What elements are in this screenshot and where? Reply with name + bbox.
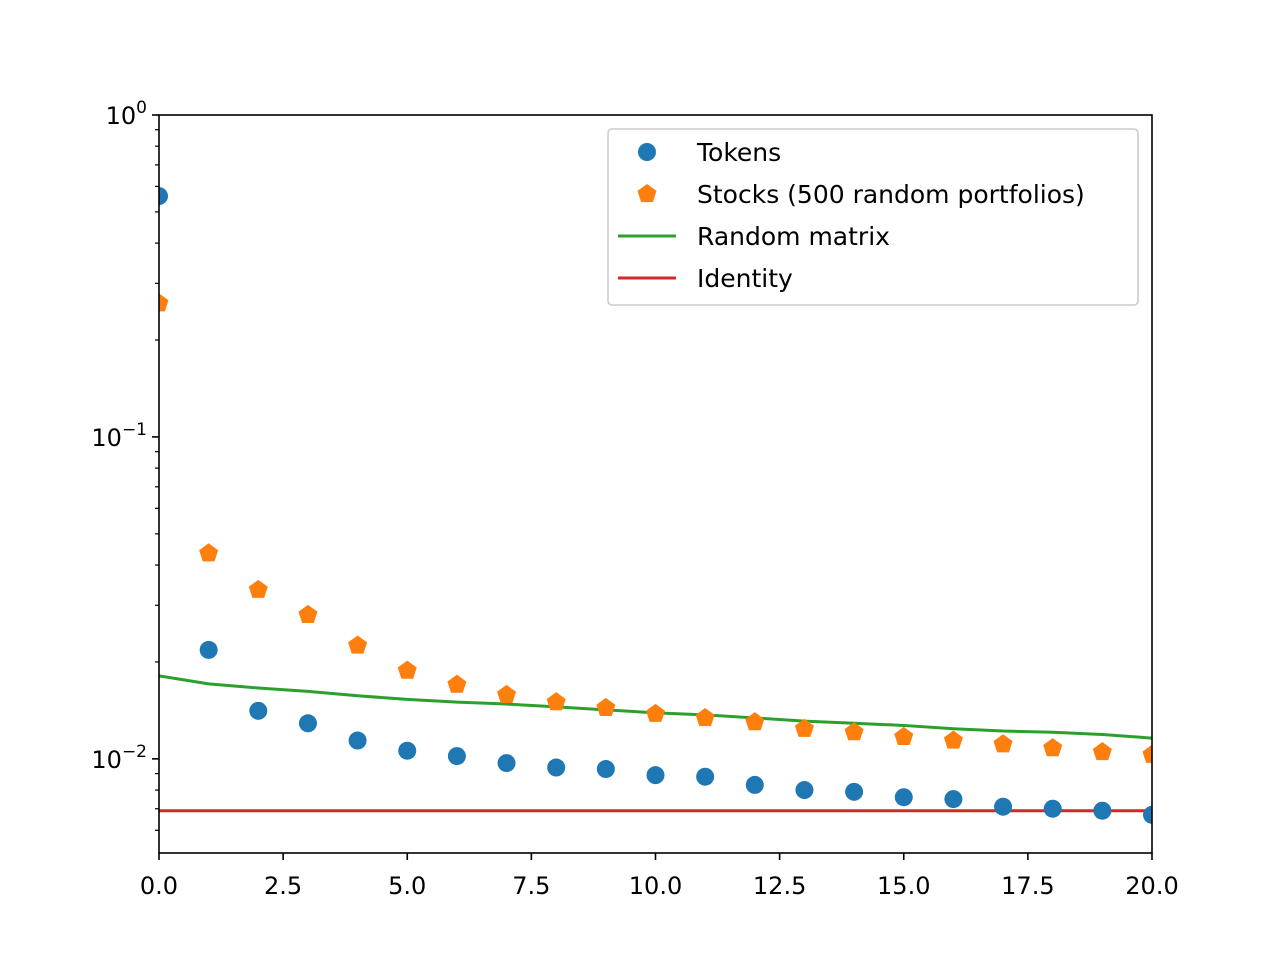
data-point xyxy=(795,781,814,800)
data-point xyxy=(249,701,268,720)
data-point xyxy=(596,697,616,716)
data-point xyxy=(546,692,566,711)
data-point xyxy=(1142,744,1152,763)
data-point xyxy=(248,579,268,598)
data-point xyxy=(199,543,219,562)
x-tick-label: 15.0 xyxy=(877,872,930,900)
legend-entry: Random matrix xyxy=(618,222,890,251)
legend-entry: Stocks (500 random portfolios) xyxy=(637,180,1085,209)
data-point xyxy=(397,660,417,679)
data-point xyxy=(348,635,368,654)
axes-layer: 0.0 2.5 5.0 7.5 10.0 12.5 15.0 17.5 20.0 100 10−1 1… xyxy=(91,98,1178,900)
series-stocks-500-random-portfolios xyxy=(159,293,1152,763)
data-point xyxy=(943,730,963,749)
data-point xyxy=(547,758,566,777)
data-point xyxy=(199,640,218,659)
data-point xyxy=(993,734,1013,753)
data-point xyxy=(447,674,467,693)
y-tick-label: 10−1 xyxy=(91,420,147,452)
legend-entry: Tokens xyxy=(638,138,781,167)
data-point xyxy=(844,722,864,741)
y-tick-label: 100 xyxy=(106,98,147,130)
data-point xyxy=(1043,799,1062,818)
data-point xyxy=(398,741,417,760)
data-point xyxy=(645,703,666,722)
legend-label: Identity xyxy=(697,264,793,293)
legend-box xyxy=(607,128,1139,306)
data-point xyxy=(447,747,466,766)
data-point xyxy=(845,782,864,801)
legend-marker-swatch xyxy=(637,184,657,203)
series-tokens xyxy=(159,187,1152,824)
legend: Tokens Stocks (500 random portfolios) Rand… xyxy=(607,128,1139,306)
data-point xyxy=(159,293,169,312)
data-point xyxy=(894,788,913,807)
x-tick-label: 17.5 xyxy=(1001,872,1054,900)
data-point xyxy=(1093,801,1112,820)
data-point xyxy=(745,712,765,731)
data-point xyxy=(944,790,963,809)
legend-label: Stocks (500 random portfolios) xyxy=(697,180,1085,209)
data-point xyxy=(1143,805,1152,824)
x-tick-label: 0.0 xyxy=(140,872,178,900)
x-tick-label: 2.5 xyxy=(264,872,302,900)
data-point xyxy=(994,797,1013,816)
data-point xyxy=(348,731,367,750)
data-point xyxy=(696,767,715,786)
x-tick-label: 10.0 xyxy=(629,872,682,900)
data-point xyxy=(497,684,517,703)
legend-label: Tokens xyxy=(696,138,781,167)
plot-area xyxy=(159,187,1152,824)
data-point xyxy=(695,707,715,727)
data-point xyxy=(794,718,814,737)
data-point xyxy=(497,754,516,773)
legend-marker-swatch xyxy=(638,143,656,161)
data-point xyxy=(1092,742,1112,761)
x-tick-label: 20.0 xyxy=(1125,872,1178,900)
series-layer xyxy=(159,187,1152,824)
data-point xyxy=(159,187,168,206)
x-tick-label: 5.0 xyxy=(388,872,426,900)
legend-label: Random matrix xyxy=(697,222,890,251)
legend-entry: Identity xyxy=(618,264,793,293)
data-point xyxy=(646,766,665,785)
data-point xyxy=(894,726,914,745)
y-tick-label: 10−2 xyxy=(91,742,147,774)
data-point xyxy=(596,760,615,779)
data-point xyxy=(1043,738,1063,757)
x-tick-label: 7.5 xyxy=(512,872,550,900)
data-point xyxy=(745,775,764,794)
x-tick-label: 12.5 xyxy=(753,872,806,900)
data-point xyxy=(298,714,317,733)
data-point xyxy=(298,604,318,623)
